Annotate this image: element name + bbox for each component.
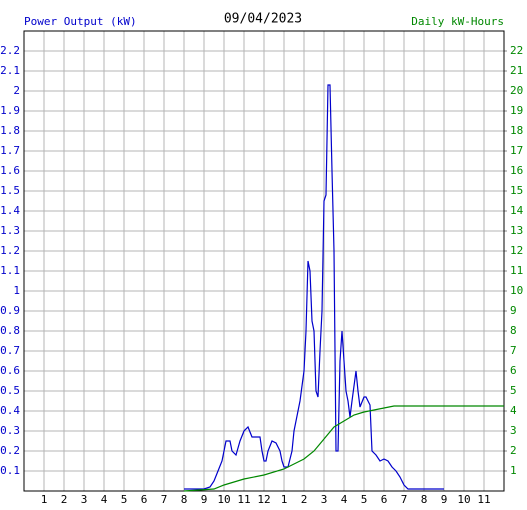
y-tick-label: 1.5 (0, 184, 20, 197)
y-tick-label: 0.3 (0, 424, 20, 437)
y-tick-label: 2 (13, 84, 20, 97)
x-tick-label: 7 (401, 493, 408, 506)
x-tick-label: 5 (361, 493, 368, 506)
x-tick-label: 4 (341, 493, 348, 506)
y-tick-label: 0.6 (0, 364, 20, 377)
y-tick-label: 0.2 (0, 444, 20, 457)
y2-tick-label: 8 (510, 324, 517, 337)
x-tick-label: 7 (161, 493, 168, 506)
x-tick-label: 11 (477, 493, 490, 506)
x-tick-label: 12 (257, 493, 270, 506)
y-tick-label: 0.1 (0, 464, 20, 477)
y2-tick-label: 7 (510, 344, 517, 357)
y2-tick-label: 16 (510, 164, 523, 177)
y2-tick-label: 2 (510, 444, 517, 457)
plot-frame (23, 30, 505, 492)
y2-tick-label: 11 (510, 264, 523, 277)
y2-tick-label: 9 (510, 304, 517, 317)
x-tick-label: 10 (217, 493, 230, 506)
y-tick-label: 0.5 (0, 384, 20, 397)
x-tick-label: 6 (141, 493, 148, 506)
x-tick-label: 8 (421, 493, 428, 506)
y-tick-label: 1.3 (0, 224, 20, 237)
y2-tick-label: 5 (510, 384, 517, 397)
x-tick-label: 6 (381, 493, 388, 506)
y-tick-label: 1.1 (0, 264, 20, 277)
x-tick-label: 9 (441, 493, 448, 506)
x-tick-label: 5 (121, 493, 128, 506)
chart-title: 09/04/2023 (224, 12, 302, 27)
y-tick-label: 0.9 (0, 304, 20, 317)
y-tick-label: 1.6 (0, 164, 20, 177)
y-tick-label: 1.7 (0, 144, 20, 157)
y2-tick-label: 3 (510, 424, 517, 437)
line-series (184, 84, 444, 490)
x-tick-label: 3 (321, 493, 328, 506)
y2-tick-label: 13 (510, 224, 523, 237)
x-tick-label: 10 (457, 493, 470, 506)
y-tick-label: 1.4 (0, 204, 20, 217)
x-tick-label: 3 (81, 493, 88, 506)
y2-tick-label: 19 (510, 104, 523, 117)
x-tick-label: 2 (301, 493, 308, 506)
y2-tick-label: 10 (510, 284, 523, 297)
y2-tick-label: 15 (510, 184, 523, 197)
y2-tick-label: 14 (510, 204, 524, 217)
y-tick-label: 2.2 (0, 44, 20, 57)
y-tick-label: 0.4 (0, 404, 20, 417)
x-tick-label: 9 (201, 493, 208, 506)
y2-tick-label: 18 (510, 124, 523, 137)
x-tick-label: 1 (281, 493, 288, 506)
y2-tick-label: 21 (510, 64, 523, 77)
x-tick-label: 2 (61, 493, 68, 506)
y2-tick-label: 6 (510, 364, 517, 377)
y-tick-label: 1.2 (0, 244, 20, 257)
y-tick-label: 1.9 (0, 104, 20, 117)
y2-axis-label: Daily kW-Hours (411, 15, 504, 28)
y2-tick-label: 17 (510, 144, 523, 157)
x-tick-label: 8 (181, 493, 188, 506)
y2-tick-label: 20 (510, 84, 523, 97)
y2-tick-label: 12 (510, 244, 523, 257)
y-tick-label: 0.7 (0, 344, 20, 357)
x-tick-label: 4 (101, 493, 108, 506)
y-tick-label: 0.8 (0, 324, 20, 337)
y2-tick-label: 22 (510, 44, 523, 57)
line-series (183, 405, 504, 492)
y-tick-label: 1.8 (0, 124, 20, 137)
y2-tick-label: 1 (510, 464, 517, 477)
x-tick-label: 11 (237, 493, 250, 506)
y-axis-label: Power Output (kW) (24, 15, 137, 28)
y-tick-label: 2.1 (0, 64, 20, 77)
x-tick-label: 1 (41, 493, 48, 506)
y2-tick-label: 4 (510, 404, 517, 417)
y-tick-label: 1 (13, 284, 20, 297)
